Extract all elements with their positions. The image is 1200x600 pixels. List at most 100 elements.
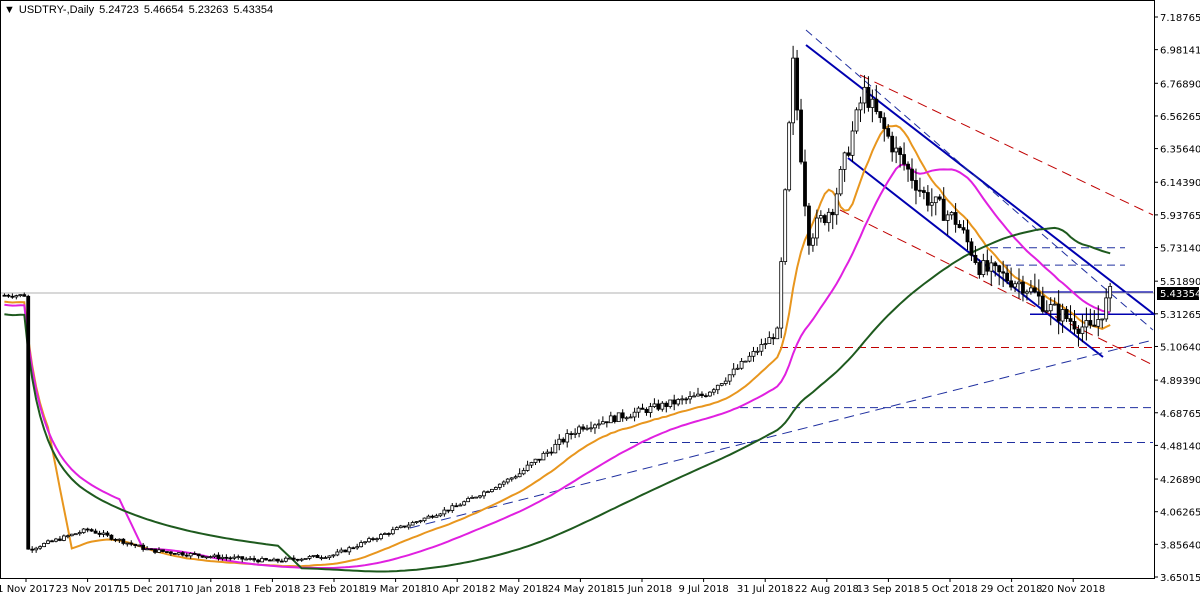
candle-body [985, 260, 990, 272]
candle-body [914, 180, 918, 191]
y-tick-label: 6.98141 [1160, 46, 1200, 57]
y-tick-label: 5.10640 [1160, 342, 1200, 353]
candle-body [795, 57, 799, 111]
candle-body [466, 497, 471, 503]
candle-body [803, 161, 807, 207]
candle-body [42, 542, 46, 548]
candle-body [719, 383, 724, 386]
candle-body [561, 438, 566, 443]
candle-body [450, 505, 455, 511]
candle-body [192, 553, 197, 555]
y-tick-label: 3.85640 [1160, 540, 1200, 551]
candle-body [557, 438, 562, 445]
y-tick-label: 4.68765 [1160, 409, 1200, 420]
x-tick-label: 2 May 2018 [489, 584, 548, 595]
candle-body [375, 538, 379, 541]
open-value: 5.24723 [99, 4, 139, 16]
candle-body [573, 432, 578, 435]
candle-body [525, 464, 530, 471]
candle-body [220, 556, 225, 559]
candle-body [117, 538, 122, 541]
candle-body [739, 360, 744, 369]
candle-body [244, 558, 249, 561]
candles [2, 45, 1113, 564]
candle-body [755, 350, 760, 353]
candle-body [676, 399, 681, 405]
candle-body [600, 421, 605, 425]
candle-body [14, 295, 19, 298]
high-value: 5.46654 [143, 4, 184, 16]
candle-body [1009, 280, 1013, 288]
candle-body [854, 109, 859, 132]
candle-body [751, 351, 756, 357]
candle-body [1104, 297, 1109, 320]
dropdown-triangle-icon[interactable]: ▼ [4, 4, 15, 16]
candle-body [870, 98, 875, 108]
candle-body [129, 542, 134, 545]
candle-body [941, 198, 946, 221]
x-tick-label: 5 Oct 2018 [922, 584, 977, 595]
candle-body [569, 433, 574, 435]
candle-body [1108, 286, 1113, 299]
candle-body [279, 560, 284, 563]
candle-body [1068, 318, 1073, 322]
candle-body [1056, 303, 1061, 322]
candle-body [918, 189, 922, 192]
candle-body [910, 168, 914, 181]
candle-body [176, 552, 181, 555]
candle-body [113, 538, 118, 541]
low-value: 5.23263 [188, 4, 229, 16]
candle-body [767, 337, 772, 345]
candle-body [161, 549, 165, 552]
candle-body [394, 527, 399, 531]
candle-body [482, 491, 486, 497]
upper-dashed-trendline [805, 29, 1154, 331]
candle-body [1092, 324, 1097, 327]
candle-body [715, 384, 720, 391]
y-tick-label: 6.56265 [1160, 112, 1200, 123]
candle-body [850, 130, 855, 156]
candle-body [597, 423, 601, 426]
candle-body [973, 254, 978, 263]
candle-body [430, 515, 435, 518]
candle-body [1017, 281, 1021, 285]
x-tick-label: 13 Sep 2018 [857, 584, 920, 595]
x-tick-label: 15 Dec 2017 [117, 584, 181, 595]
candle-body [981, 260, 986, 275]
candle-body [620, 412, 625, 419]
candle-body [763, 343, 768, 346]
candle-body [957, 223, 962, 229]
candle-body [196, 553, 201, 557]
y-tick-label: 6.76890 [1160, 79, 1200, 90]
candle-body [775, 327, 780, 340]
candle-body [921, 190, 926, 193]
candle-body [723, 380, 728, 384]
candle-body [902, 154, 906, 165]
chart-title: ▼ USDTRY-,Daily 5.24723 5.46654 5.23263 5.433… [4, 4, 273, 16]
candle-body [81, 528, 86, 533]
candle-body [945, 214, 950, 221]
candle-body [811, 237, 815, 246]
candle-body [153, 548, 157, 553]
candle-body [22, 294, 27, 297]
candle-body [283, 557, 288, 562]
candle-body [656, 403, 661, 410]
candle-body [157, 549, 161, 553]
candle-body [406, 524, 411, 528]
candle-body [799, 109, 803, 163]
candle-body [787, 122, 792, 191]
candle-body [704, 395, 708, 398]
candle-body [608, 415, 613, 424]
candle-body [240, 556, 245, 560]
candle-body [458, 504, 463, 507]
x-tick-label: 1 Nov 2017 [0, 584, 55, 595]
candle-body [200, 555, 205, 558]
x-tick-label: 23 Nov 2017 [56, 584, 120, 595]
candle-body [1080, 326, 1085, 334]
y-tick-label: 4.26890 [1160, 475, 1200, 486]
candle-body [747, 355, 752, 362]
candle-body [878, 111, 883, 119]
candle-body [807, 205, 811, 246]
candle-body [604, 421, 609, 424]
